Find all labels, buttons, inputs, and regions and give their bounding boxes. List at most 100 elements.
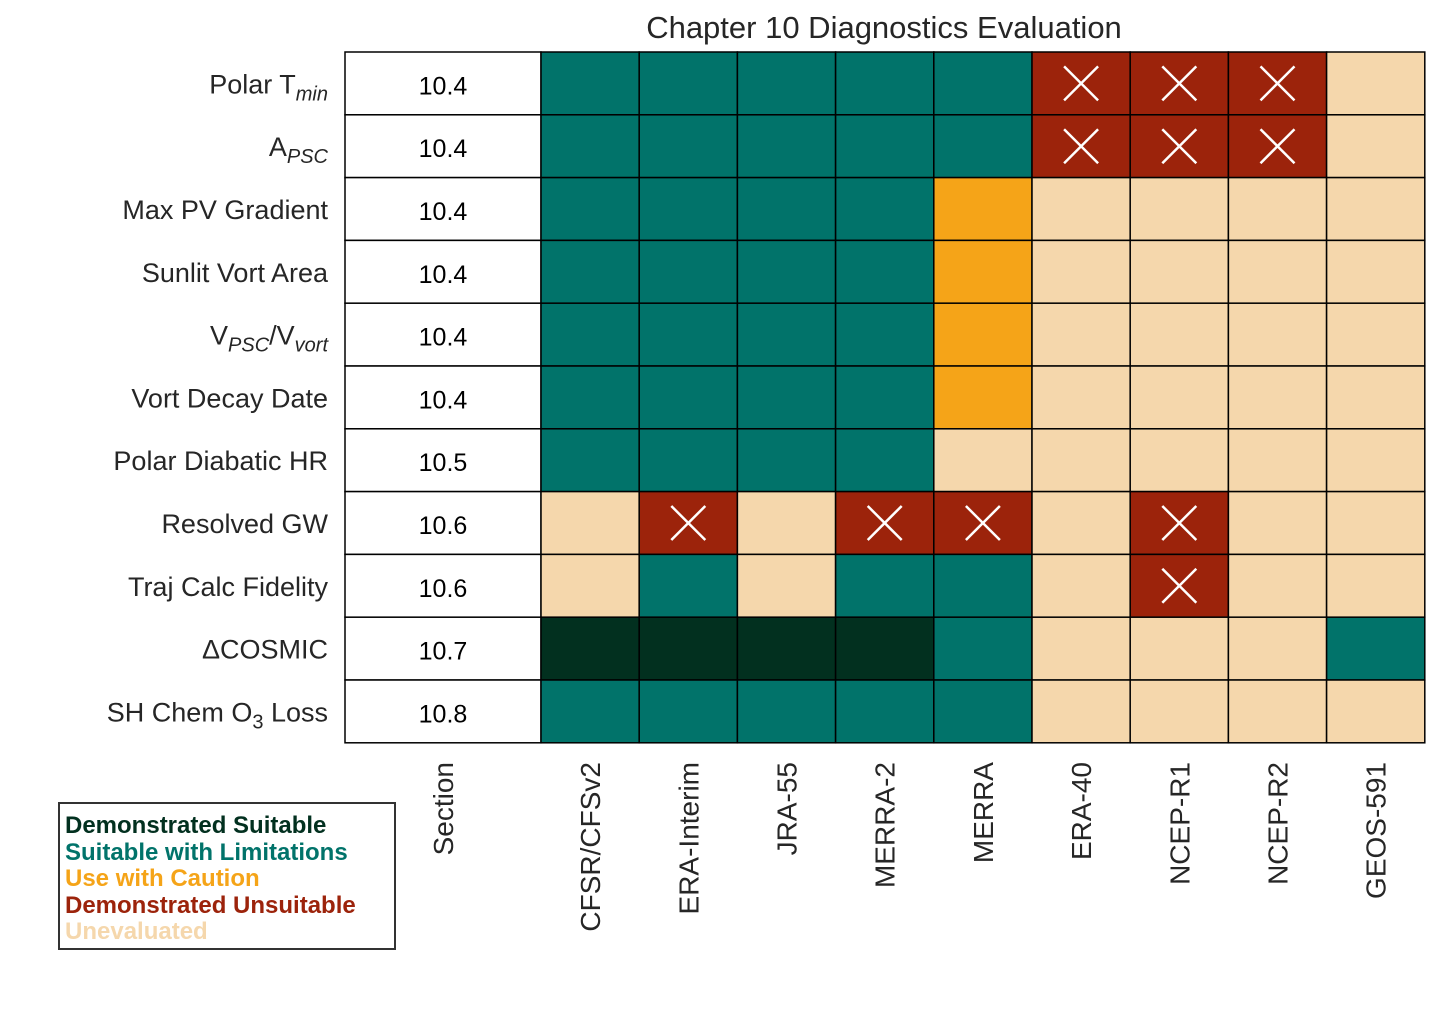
section-cell [344, 428, 542, 493]
rating-cell-suitable-with-limitations [540, 51, 640, 116]
evaluation-grid: 10.4 10.4 10.4 10.4 10.4 10.4 10.5 10.6 10.6 10.7… [344, 51, 1426, 744]
rating-cell-suitable-with-limitations [736, 176, 837, 242]
rating-cell-unevaluated [1325, 176, 1426, 242]
rating-cell-suitable-with-limitations [933, 679, 1033, 744]
rating-cell-unevaluated [1129, 302, 1230, 367]
rating-cell-suitable-with-limitations [933, 114, 1033, 179]
column-label: NCEP-R1 [1164, 762, 1195, 885]
column-label: MERRA [968, 762, 999, 863]
row-label: Vort Decay Date [131, 383, 328, 413]
rating-cell-suitable-with-limitations [736, 679, 837, 744]
rating-cell-suitable-with-limitations [834, 428, 935, 493]
rating-cell-unevaluated [1031, 176, 1131, 242]
rating-cell-suitable-with-limitations [540, 302, 640, 367]
row-label: Polar Diabatic HR [113, 446, 328, 476]
column-label: CFSR/CFSv2 [575, 762, 606, 932]
rating-cell-unevaluated [1325, 553, 1426, 618]
rating-cell-unevaluated [1129, 365, 1230, 430]
rating-cell-suitable-with-limitations [834, 365, 935, 430]
legend-item-demonstrated-suitable: Demonstrated Suitable [65, 812, 327, 839]
rating-cell-suitable-with-limitations [736, 51, 837, 116]
rating-cell-suitable-with-limitations [638, 302, 739, 367]
rating-cell-unevaluated [1227, 176, 1328, 242]
rating-cell-use-with-caution [933, 176, 1033, 242]
rating-cell-suitable-with-limitations [736, 239, 837, 304]
section-cell [344, 616, 542, 681]
rating-cell-demonstrated-suitable [736, 616, 837, 681]
rating-cell-unevaluated [1227, 616, 1328, 681]
rating-cell-suitable-with-limitations [638, 239, 739, 304]
row-label: SH Chem O3 Loss [107, 697, 328, 733]
legend: Demonstrated Suitable Suitable with Limit… [58, 802, 396, 950]
rating-cell-suitable-with-limitations [834, 302, 935, 367]
cross-icon [1161, 505, 1198, 541]
rating-cell-suitable-with-limitations [540, 365, 640, 430]
section-value: 10.6 [419, 512, 468, 540]
column-label: ERA-Interim [673, 762, 704, 914]
column-label: ERA-40 [1066, 762, 1097, 860]
rating-cell-unevaluated [1325, 679, 1426, 744]
rating-cell-unevaluated [1031, 616, 1131, 681]
rating-cell-demonstrated-suitable [834, 616, 935, 681]
section-value: 10.5 [419, 449, 468, 477]
rating-cell-use-with-caution [933, 239, 1033, 304]
rating-cell-suitable-with-limitations [834, 51, 935, 116]
rating-cell-use-with-caution [933, 365, 1033, 430]
cross-icon [1259, 65, 1296, 102]
section-column-label: Section [428, 762, 459, 855]
section-value: 10.4 [419, 324, 468, 352]
row-label: ΔCOSMIC [202, 635, 328, 665]
row-label: Max PV Gradient [122, 195, 328, 225]
section-cell [344, 51, 542, 116]
rating-cell-suitable-with-limitations [736, 114, 837, 179]
legend-item-use-with-caution: Use with Caution [65, 865, 260, 892]
rating-cell-suitable-with-limitations [933, 51, 1033, 116]
rating-cell-unevaluated [1325, 490, 1426, 556]
cross-icon [1161, 128, 1198, 165]
rating-cell-suitable-with-limitations [638, 428, 739, 493]
rating-cell-suitable-with-limitations [638, 51, 739, 116]
rating-cell-unevaluated [1227, 302, 1328, 367]
rating-cell-unevaluated [1325, 114, 1426, 179]
rating-cell-suitable-with-limitations [638, 114, 739, 179]
section-value: 10.8 [419, 700, 468, 728]
rating-cell-unevaluated [1227, 490, 1328, 556]
legend-item-suitable-with-limitations: Suitable with Limitations [65, 838, 348, 866]
rating-cell-unevaluated [1031, 553, 1131, 618]
rating-cell-suitable-with-limitations [736, 302, 837, 367]
section-value: 10.6 [419, 575, 468, 603]
rating-cell-suitable-with-limitations [540, 679, 640, 744]
rating-cell-unevaluated [1031, 365, 1131, 430]
rating-cell-suitable-with-limitations [638, 553, 739, 618]
column-label: NCEP-R2 [1263, 762, 1294, 885]
row-label: Polar Tmin [209, 69, 328, 105]
rating-cell-suitable-with-limitations [933, 616, 1033, 681]
row-label: Resolved GW [161, 509, 328, 539]
rating-cell-unevaluated [933, 428, 1033, 493]
cross-icon [1161, 567, 1198, 604]
cross-icon [1161, 65, 1198, 102]
rating-cell-suitable-with-limitations [540, 114, 640, 179]
rating-cell-unevaluated [1129, 428, 1230, 493]
row-label: VPSC/Vvort [210, 321, 329, 357]
section-value: 10.4 [419, 72, 468, 100]
rating-cell-suitable-with-limitations [638, 679, 739, 744]
section-value: 10.4 [419, 198, 468, 226]
section-cell [344, 365, 542, 430]
column-labels: Section CFSR/CFSv2 ERA-Interim JRA-55 MERRA-… [428, 762, 1392, 932]
rating-cell-unevaluated [1129, 239, 1230, 304]
rating-cell-suitable-with-limitations [834, 114, 935, 179]
rating-cell-unevaluated [1325, 428, 1426, 493]
rating-cell-unevaluated [1227, 365, 1328, 430]
section-value: 10.4 [419, 135, 468, 163]
rating-cell-suitable-with-limitations [638, 365, 739, 430]
rating-cell-suitable-with-limitations [1325, 616, 1426, 681]
rating-cell-suitable-with-limitations [834, 679, 935, 744]
rating-cell-unevaluated [1129, 616, 1230, 681]
rating-cell-suitable-with-limitations [638, 176, 739, 242]
section-cell [344, 553, 542, 618]
cross-icon [1063, 128, 1099, 165]
rating-cell-demonstrated-suitable [638, 616, 739, 681]
rating-cell-unevaluated [1031, 490, 1131, 556]
